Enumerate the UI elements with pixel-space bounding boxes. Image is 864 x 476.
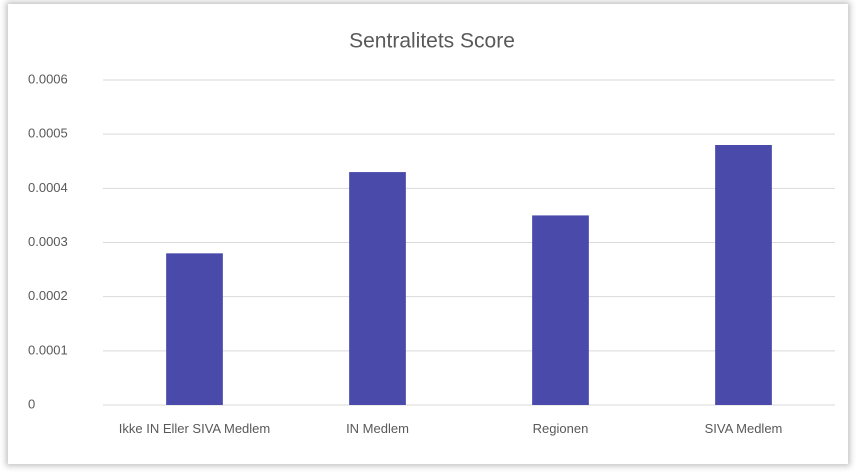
x-tick-label: Ikke IN Eller SIVA Medlem (118, 421, 271, 436)
bar (715, 145, 772, 405)
x-tick-label: IN Medlem (346, 421, 409, 436)
y-tick-label: 0.0003 (28, 234, 68, 249)
y-tick-label: 0.0002 (28, 288, 68, 303)
y-tick-label: 0.0001 (28, 342, 68, 357)
x-tick-label: SIVA Medlem (704, 421, 783, 436)
bar (166, 253, 223, 405)
y-tick-label: 0.0005 (28, 126, 68, 141)
y-tick-label: 0.0004 (28, 180, 68, 195)
bar (349, 172, 406, 405)
chart-title: Sentralitets Score (349, 30, 515, 53)
bar (532, 215, 589, 405)
y-tick-label: 0 (28, 396, 35, 411)
y-tick-label: 0.0006 (28, 71, 68, 86)
x-tick-label: Regionen (532, 421, 589, 436)
chart-frame (8, 4, 848, 464)
